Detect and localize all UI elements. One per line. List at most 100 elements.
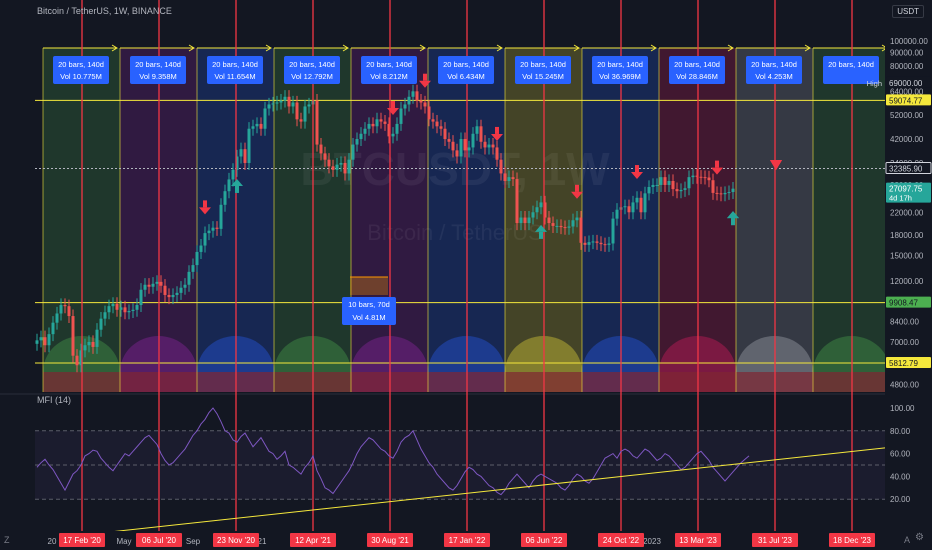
date-marker-label: 31 Jul '23: [758, 536, 793, 545]
currency-label[interactable]: USDT: [892, 5, 924, 18]
candle-body: [151, 283, 155, 287]
cycle-info-box: [823, 56, 879, 84]
settings-gear-icon[interactable]: ⚙: [915, 532, 924, 543]
candle-body: [107, 306, 111, 313]
down-arrow-icon: [199, 207, 211, 215]
date-marker-label: 23 Nov '20: [217, 536, 256, 545]
inner-volume-label: Vol 4.81M: [352, 313, 385, 322]
candle-body: [531, 212, 535, 218]
candle-body: [243, 149, 247, 163]
candle-body: [539, 202, 543, 208]
price-axis-bg: [885, 0, 932, 550]
candle-body: [631, 202, 635, 213]
candle-body: [67, 306, 71, 317]
candle-body: [655, 184, 659, 186]
candle-body: [499, 159, 503, 174]
candle-body: [395, 123, 399, 134]
candle-body: [463, 139, 467, 151]
date-marker-bg: [598, 533, 644, 547]
candle-body: [135, 305, 139, 310]
cycle-volume-label: Vol 11.654M: [214, 72, 255, 81]
mfi-tick: 80.00: [890, 427, 911, 436]
price-tick: 90000.00: [890, 49, 924, 58]
cycle-arrowhead: [573, 44, 580, 52]
candle-body: [183, 284, 187, 288]
candle-body: [239, 149, 243, 157]
cycle-info-box: [130, 56, 186, 84]
candle-body: [179, 287, 183, 293]
candle-body: [487, 144, 491, 148]
candle-body: [163, 285, 167, 295]
candle-body: [299, 119, 303, 122]
candle-body: [519, 217, 523, 224]
candle-body: [303, 106, 307, 122]
indicator-label[interactable]: MFI (14): [37, 395, 72, 405]
candle-body: [39, 337, 43, 341]
candle-body: [147, 284, 151, 287]
candle-body: [83, 345, 87, 351]
cycle-info-box: [361, 56, 417, 84]
candle-body: [131, 309, 135, 312]
candle-body: [495, 147, 499, 160]
candle-body: [307, 104, 311, 107]
up-arrow-icon: [727, 211, 739, 219]
candle-body: [379, 119, 383, 122]
price-label-bg: [886, 296, 931, 308]
inner-range: [350, 277, 388, 295]
date-marker-bg: [213, 533, 259, 547]
candle-body: [371, 123, 375, 127]
cycle-bars-label: 20 bars, 140d: [828, 60, 874, 69]
candle-body: [187, 271, 191, 285]
candle-body: [91, 341, 95, 347]
candle-body: [227, 179, 231, 192]
watermark-ticker: BTCUSDT, 1W: [300, 143, 610, 195]
candle-body: [711, 180, 715, 193]
candle-body: [191, 265, 195, 272]
candle-body: [167, 294, 171, 298]
up-arrow-stem: [731, 218, 735, 226]
candle-body: [407, 96, 411, 105]
cycle-info-box: [669, 56, 725, 84]
down-arrow-icon: [387, 108, 399, 116]
auto-scale-icon[interactable]: A: [903, 535, 910, 545]
price-label: 27097.75: [889, 185, 923, 194]
candle-body: [367, 123, 371, 129]
candle-body: [275, 102, 279, 104]
candle-body: [415, 91, 419, 101]
cycle-info-box: [207, 56, 263, 84]
candle-body: [295, 102, 299, 120]
price-label: 9908.47: [889, 299, 918, 308]
down-arrow-icon: [491, 133, 503, 141]
date-marker-bg: [829, 533, 875, 547]
candle-body: [639, 197, 643, 213]
candle-body: [215, 227, 219, 229]
cycle-bars-label: 20 bars, 140d: [289, 60, 335, 69]
candle-body: [75, 355, 79, 366]
candle-body: [115, 303, 119, 310]
cycle-bars-label: 20 bars, 140d: [135, 60, 181, 69]
mfi-tick: 100.00: [890, 404, 915, 413]
candle-body: [579, 217, 583, 243]
date-marker-bg: [752, 533, 798, 547]
up-arrow-stem: [539, 231, 543, 239]
date-marker-bg: [444, 533, 490, 547]
cycle-arrowhead: [804, 44, 811, 52]
candle-body: [643, 193, 647, 213]
up-arrow-icon: [535, 224, 547, 232]
date-marker-bg: [59, 533, 105, 547]
candle-body: [207, 230, 211, 234]
candle-body: [175, 292, 179, 295]
candle-body: [391, 133, 395, 137]
down-arrow-icon: [631, 172, 643, 180]
price-tick: 80000.00: [890, 62, 924, 71]
candle-body: [679, 189, 683, 192]
mfi-trendline: [109, 447, 886, 533]
timezone-icon[interactable]: Z: [4, 535, 10, 545]
candle-body: [727, 192, 731, 194]
candle-body: [55, 313, 59, 323]
candle-body: [715, 192, 719, 194]
price-label: 32385.90: [889, 164, 923, 173]
candle-body: [467, 147, 471, 151]
candle-body: [359, 133, 363, 140]
